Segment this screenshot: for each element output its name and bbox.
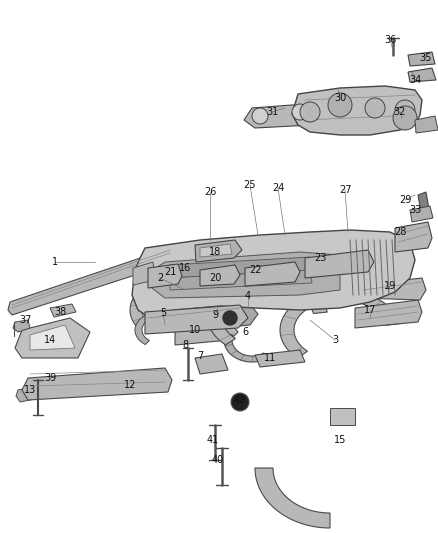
Text: 10: 10 — [189, 325, 201, 335]
Text: 20: 20 — [209, 273, 221, 283]
Text: 21: 21 — [164, 267, 176, 277]
Polygon shape — [200, 244, 232, 257]
Text: 9: 9 — [212, 310, 218, 320]
Text: 27: 27 — [339, 185, 351, 195]
Text: 4: 4 — [245, 291, 251, 301]
Circle shape — [328, 93, 352, 117]
Text: 34: 34 — [409, 75, 421, 85]
Polygon shape — [148, 264, 182, 288]
Polygon shape — [135, 312, 160, 344]
Polygon shape — [22, 368, 172, 400]
Text: 6: 6 — [242, 327, 248, 337]
Polygon shape — [30, 325, 75, 350]
Text: 26: 26 — [204, 187, 216, 197]
Text: 28: 28 — [394, 227, 406, 237]
Polygon shape — [8, 248, 178, 315]
Polygon shape — [355, 300, 422, 328]
Circle shape — [292, 104, 308, 120]
Polygon shape — [13, 320, 30, 332]
Polygon shape — [280, 290, 399, 358]
Text: 35: 35 — [419, 53, 431, 63]
Circle shape — [223, 311, 237, 325]
Text: 25: 25 — [244, 180, 256, 190]
Text: 29: 29 — [399, 195, 411, 205]
Polygon shape — [415, 116, 438, 133]
Text: 41: 41 — [207, 435, 219, 445]
Polygon shape — [360, 278, 426, 300]
Text: 2: 2 — [157, 273, 163, 283]
Polygon shape — [132, 230, 415, 318]
Text: 12: 12 — [124, 380, 136, 390]
Polygon shape — [195, 354, 228, 374]
Polygon shape — [175, 322, 238, 345]
Text: 22: 22 — [249, 265, 261, 275]
Text: 3: 3 — [332, 335, 338, 345]
Text: 37: 37 — [19, 315, 31, 325]
Polygon shape — [16, 386, 40, 402]
Circle shape — [393, 106, 417, 130]
Text: 16: 16 — [179, 263, 191, 273]
Polygon shape — [255, 468, 330, 528]
Text: 38: 38 — [54, 307, 66, 317]
Text: 42: 42 — [234, 395, 246, 405]
Text: 17: 17 — [364, 305, 376, 315]
Text: 32: 32 — [394, 107, 406, 117]
Polygon shape — [15, 318, 90, 358]
Polygon shape — [408, 52, 435, 66]
Circle shape — [300, 102, 320, 122]
Polygon shape — [170, 257, 312, 278]
Circle shape — [365, 98, 385, 118]
Polygon shape — [150, 252, 340, 298]
Polygon shape — [305, 250, 374, 278]
Polygon shape — [418, 192, 430, 218]
Text: 30: 30 — [334, 93, 346, 103]
Text: 33: 33 — [409, 205, 421, 215]
Text: 8: 8 — [182, 340, 188, 350]
Polygon shape — [330, 408, 355, 425]
Polygon shape — [208, 280, 327, 345]
Polygon shape — [145, 305, 248, 334]
Polygon shape — [200, 265, 240, 286]
Polygon shape — [245, 262, 300, 286]
Text: 31: 31 — [266, 107, 278, 117]
Circle shape — [231, 393, 249, 411]
Polygon shape — [50, 304, 76, 317]
Polygon shape — [224, 333, 268, 362]
Circle shape — [395, 100, 415, 120]
Text: 40: 40 — [212, 455, 224, 465]
Polygon shape — [190, 302, 258, 330]
Polygon shape — [292, 86, 422, 135]
Text: 19: 19 — [384, 281, 396, 291]
Text: 11: 11 — [264, 353, 276, 363]
Text: 24: 24 — [272, 183, 284, 193]
Text: 36: 36 — [384, 35, 396, 45]
Text: 15: 15 — [334, 435, 346, 445]
Text: 23: 23 — [314, 253, 326, 263]
Polygon shape — [410, 206, 433, 222]
Polygon shape — [395, 222, 432, 252]
Polygon shape — [244, 104, 316, 128]
Text: 1: 1 — [52, 257, 58, 267]
Polygon shape — [170, 270, 312, 290]
Polygon shape — [255, 350, 305, 367]
Text: 39: 39 — [44, 373, 56, 383]
Circle shape — [252, 108, 268, 124]
Text: 7: 7 — [197, 351, 203, 361]
Polygon shape — [195, 240, 242, 262]
Text: 5: 5 — [160, 308, 166, 318]
Text: 13: 13 — [24, 385, 36, 395]
Polygon shape — [408, 68, 436, 82]
Text: 18: 18 — [209, 247, 221, 257]
Text: 14: 14 — [44, 335, 56, 345]
Polygon shape — [130, 275, 239, 326]
Polygon shape — [133, 262, 155, 285]
